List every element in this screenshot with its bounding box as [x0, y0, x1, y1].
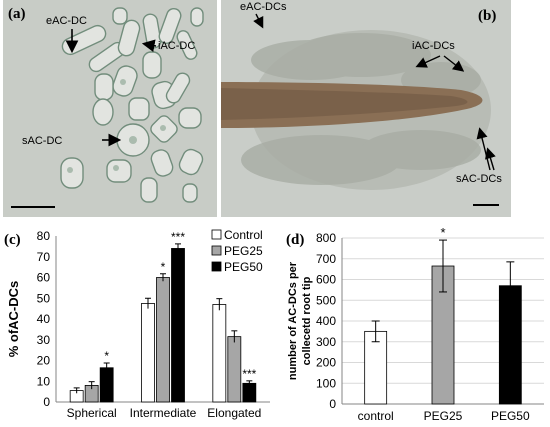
y-tick-label: 600 — [316, 273, 336, 287]
panel-a-label: (a) — [8, 6, 26, 22]
x-tick-label: Elongated — [207, 406, 261, 420]
x-tick-label: Intermediate — [130, 406, 197, 420]
bar — [171, 248, 185, 403]
y-tick-label: 60 — [37, 271, 51, 285]
legend-swatch — [211, 229, 222, 240]
y-tick-label: 300 — [316, 335, 336, 349]
significance-mark: * — [440, 225, 445, 240]
legend-swatch — [211, 245, 222, 256]
sac-dcs-annotation: sAC-DCs — [456, 173, 502, 185]
legend-label: Control — [224, 228, 263, 242]
y-tick-label: 80 — [37, 229, 51, 243]
micrograph-b-drawing — [221, 0, 511, 217]
eac-dc-annotation: eAC-DC — [46, 15, 87, 27]
panel-b-label: (b) — [478, 8, 497, 24]
y-tick-label: 10 — [37, 374, 51, 388]
iac-dc-arrow — [141, 39, 157, 53]
significance-mark: * — [104, 349, 109, 363]
y-axis-label: number of AC-DCs per — [287, 261, 299, 380]
chart-c: 0 10 20 30 40 50 60 70 80 % ofAC-DCs Spherical * Int… — [6, 228, 270, 420]
eac-dcs-arrow — [253, 13, 264, 29]
y-tick-label: 20 — [37, 354, 51, 368]
bar — [212, 304, 227, 403]
iac-dcs-annotation: iAC-DCs — [412, 40, 455, 52]
iac-dcs-arrow-left — [415, 55, 441, 68]
significance-mark: *** — [171, 230, 185, 244]
y-tick-label: 100 — [316, 376, 336, 390]
panel-a-arrows — [65, 29, 157, 147]
y-tick-label: 0 — [43, 395, 50, 409]
y-tick-label: 40 — [37, 312, 51, 326]
significance-mark: *** — [242, 367, 256, 381]
micrograph-b — [221, 0, 511, 217]
y-axis-label: collecetd root tip — [301, 276, 313, 365]
bar — [141, 303, 155, 403]
y-tick-label: 800 — [316, 231, 336, 245]
y-tick-label: 700 — [316, 252, 336, 266]
y-tick-label: 200 — [316, 356, 336, 370]
panel-b-arrows — [253, 13, 496, 171]
chart-d: 0 100 200 300 400 500 600 700 800 number of AC-DC… — [287, 225, 544, 423]
significance-mark: * — [161, 260, 166, 274]
y-axis-label: % ofAC-DCs — [6, 281, 21, 358]
y-tick-label: 500 — [316, 293, 336, 307]
sac-dcs-arrow-lower — [485, 147, 496, 171]
panel-c-label: (c) — [4, 232, 21, 248]
y-tick-label: 30 — [37, 333, 51, 347]
legend-label: PEG25 — [224, 244, 263, 258]
iac-dcs-arrow-right — [443, 55, 465, 72]
iac-dc-annotation: iAC-DC — [158, 40, 196, 52]
micrograph-a-drawing — [3, 0, 217, 217]
bar — [99, 367, 114, 403]
x-tick-label: control — [358, 409, 394, 423]
bar — [364, 330, 388, 405]
sac-dcs-arrow-upper — [476, 127, 491, 171]
x-tick-label: PEG50 — [491, 409, 530, 423]
panel-d-label: (d) — [286, 232, 305, 248]
eac-dcs-annotation: eAC-DCs — [240, 1, 287, 13]
y-tick-label: 50 — [37, 291, 51, 305]
bar — [156, 277, 170, 403]
y-tick-label: 70 — [37, 250, 51, 264]
bar — [242, 382, 257, 403]
micrograph-a — [3, 0, 217, 217]
legend-swatch — [211, 261, 222, 272]
y-tick-label: 400 — [316, 314, 336, 328]
legend-label: PEG50 — [224, 260, 263, 274]
y-tick-label: 0 — [329, 397, 336, 411]
sac-dc-annotation: sAC-DC — [22, 135, 63, 147]
bar — [227, 336, 242, 403]
x-tick-label: Spherical — [67, 406, 117, 420]
x-tick-label: PEG25 — [424, 409, 463, 423]
